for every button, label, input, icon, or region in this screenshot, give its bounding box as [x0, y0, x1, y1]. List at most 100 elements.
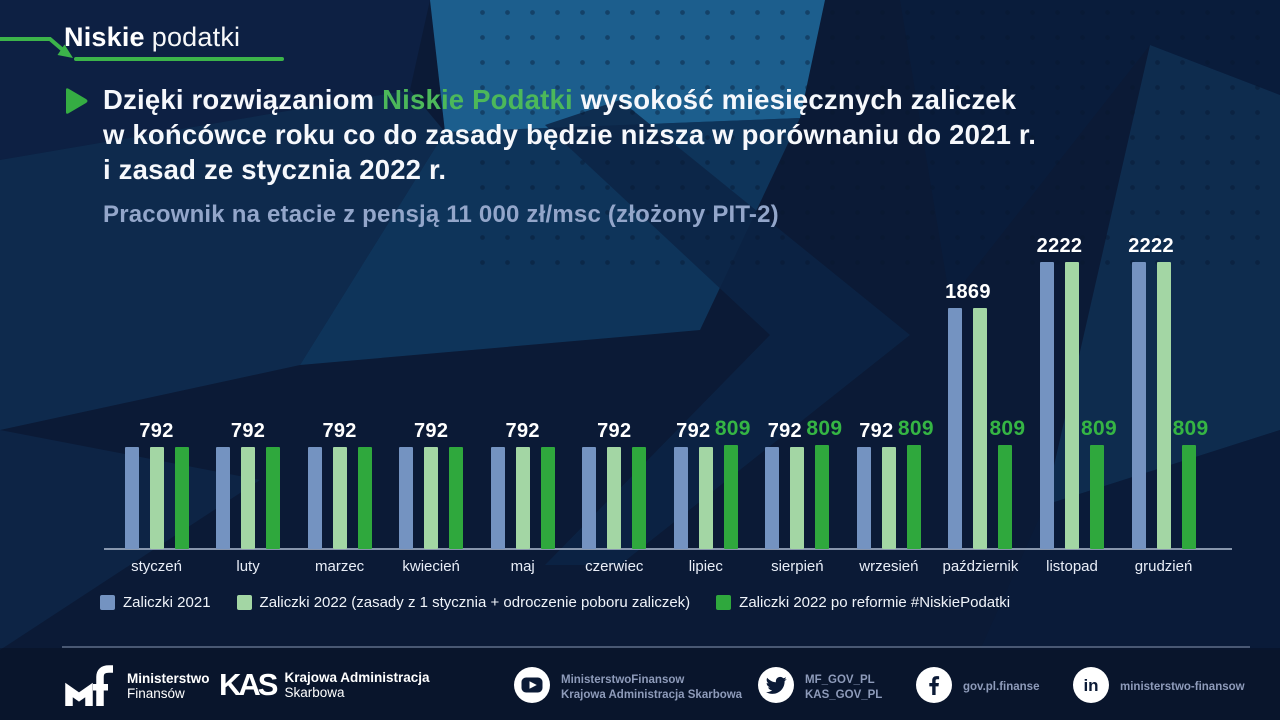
social-link-linkedin[interactable]: in ministerstwo-finansow [1073, 667, 1245, 708]
bar [881, 447, 896, 549]
bar [124, 447, 139, 549]
bar [790, 447, 805, 549]
bar-value-label: 1869 [945, 281, 991, 303]
bar [149, 447, 164, 549]
bar [1156, 262, 1171, 549]
bar [307, 447, 322, 549]
social-handle-line2: KAS_GOV_PL [805, 688, 883, 701]
x-axis-label: sierpień [771, 558, 824, 575]
bar-value-label: 792 [322, 420, 357, 442]
x-axis-label: luty [236, 558, 260, 575]
bar-value-label: 792 [597, 420, 632, 442]
x-axis-label: marzec [315, 558, 365, 575]
bar [723, 445, 738, 549]
kas-logo: KAS Krajowa Administracja Skarbowa [219, 665, 430, 705]
x-axis-label: wrzesień [859, 558, 919, 575]
bar [540, 447, 555, 549]
bar [266, 447, 281, 549]
bar-value-label: 792 [414, 420, 449, 442]
bar-value-label-reform: 809 [897, 417, 934, 440]
legend-swatch [100, 595, 115, 610]
ministerstwo-finansow-logo: Ministerstwo Finansów [64, 665, 210, 707]
chart-legend: Zaliczki 2021 Zaliczki 2022 (zasady z 1 s… [100, 594, 1010, 611]
legend-swatch [236, 595, 252, 610]
x-axis-label: grudzień [1134, 558, 1193, 575]
brand-logo: Niskie podatki [0, 8, 320, 61]
legend-swatch [716, 595, 732, 610]
legend-item: Zaliczki 2022 po reformie #NiskiePodatki [716, 594, 1010, 611]
social-handle: gov.pl.finanse [963, 680, 1039, 695]
bar-value-label: 792 [505, 420, 540, 442]
org-name-line1: Krajowa Administracja [284, 670, 430, 685]
bar-value-label: 792 [767, 420, 802, 442]
social-handle: MF_GOV_PL KAS_GOV_PL [805, 673, 882, 702]
bar [399, 447, 414, 549]
bar [856, 447, 871, 549]
bar [973, 308, 988, 549]
x-axis-line [104, 548, 1232, 550]
x-axis-label: maj [510, 558, 535, 575]
bar-value-label-reform: 809 [989, 417, 1026, 440]
org-name-line2: Skarbowa [284, 685, 345, 700]
bar [765, 447, 780, 549]
social-link-twitter[interactable]: MF_GOV_PL KAS_GOV_PL [758, 667, 882, 708]
bar-value-label: 792 [676, 420, 711, 442]
bar-value-label-reform: 809 [1081, 417, 1117, 440]
x-axis-label: październik [942, 558, 1019, 575]
bar [490, 447, 505, 549]
headline: Dzięki rozwiązaniom Niskie Podatki wysok… [103, 82, 1193, 187]
linkedin-icon: in [1073, 667, 1109, 708]
social-handle-line2: Krajowa Administracja Skarbowa [561, 688, 743, 701]
bar [357, 447, 372, 549]
youtube-icon [514, 667, 550, 708]
bar [673, 447, 688, 549]
bar [332, 447, 347, 549]
x-axis-label: styczeń [131, 558, 182, 575]
legend-label: Zaliczki 2021 [123, 594, 211, 611]
legend-item: Zaliczki 2022 (zasady z 1 stycznia + odr… [236, 594, 691, 611]
headline-line3: i zasad ze stycznia 2022 r. [103, 154, 447, 185]
legend-label: Zaliczki 2022 po reformie #NiskiePodatki [739, 594, 1011, 611]
social-link-youtube[interactable]: MinisterstwoFinansow Krajowa Administracj… [514, 667, 742, 708]
bar [1131, 262, 1146, 549]
bar-value-label-reform: 809 [806, 417, 843, 440]
bar [1065, 262, 1079, 549]
bar [815, 445, 830, 549]
bar [449, 447, 464, 549]
mf-logo-icon [65, 665, 113, 706]
brand-underline [74, 57, 284, 61]
bar-value-label-reform: 809 [1172, 417, 1209, 440]
legend-label: Zaliczki 2022 (zasady z 1 stycznia + odr… [259, 594, 691, 611]
social-handle-line1: MF_GOV_PL [805, 674, 875, 686]
social-handle: MinisterstwoFinansow Krajowa Administracj… [561, 673, 742, 702]
headline-text: Dzięki rozwiązaniom [103, 84, 383, 115]
x-axis-label: kwiecień [402, 558, 460, 575]
brand-title: Niskie podatki [64, 22, 240, 53]
twitter-icon [758, 667, 794, 708]
footer-divider [62, 646, 1250, 648]
bar [948, 308, 963, 549]
headline-line1: Dzięki rozwiązaniom Niskie Podatki wysok… [103, 82, 1193, 117]
bar-value-label: 2222 [1036, 235, 1083, 257]
headline-highlight: Niskie Podatki [382, 84, 573, 115]
social-link-facebook[interactable]: gov.pl.finanse [916, 667, 1039, 708]
social-handle-line1: MinisterstwoFinansow [561, 674, 685, 686]
bar [241, 447, 256, 549]
bar [906, 445, 921, 549]
bar [1181, 445, 1196, 549]
headline-text: wysokość miesięcznych zaliczek [572, 84, 1017, 115]
x-axis-label: lipiec [688, 558, 723, 575]
x-axis-label: czerwiec [585, 558, 644, 575]
svg-text:in: in [1083, 676, 1098, 695]
bar [216, 447, 231, 549]
brand-title-light: podatki [151, 22, 241, 52]
bar [174, 447, 189, 549]
footer-background [0, 648, 1280, 720]
x-axis-label: listopad [1046, 558, 1098, 575]
bar [698, 447, 713, 549]
bar [607, 447, 622, 549]
play-triangle-icon [66, 88, 88, 114]
headline-line2: w końcówce roku co do zasady będzie niżs… [103, 119, 1037, 150]
social-handle-line1: gov.pl.finanse [963, 681, 1040, 694]
